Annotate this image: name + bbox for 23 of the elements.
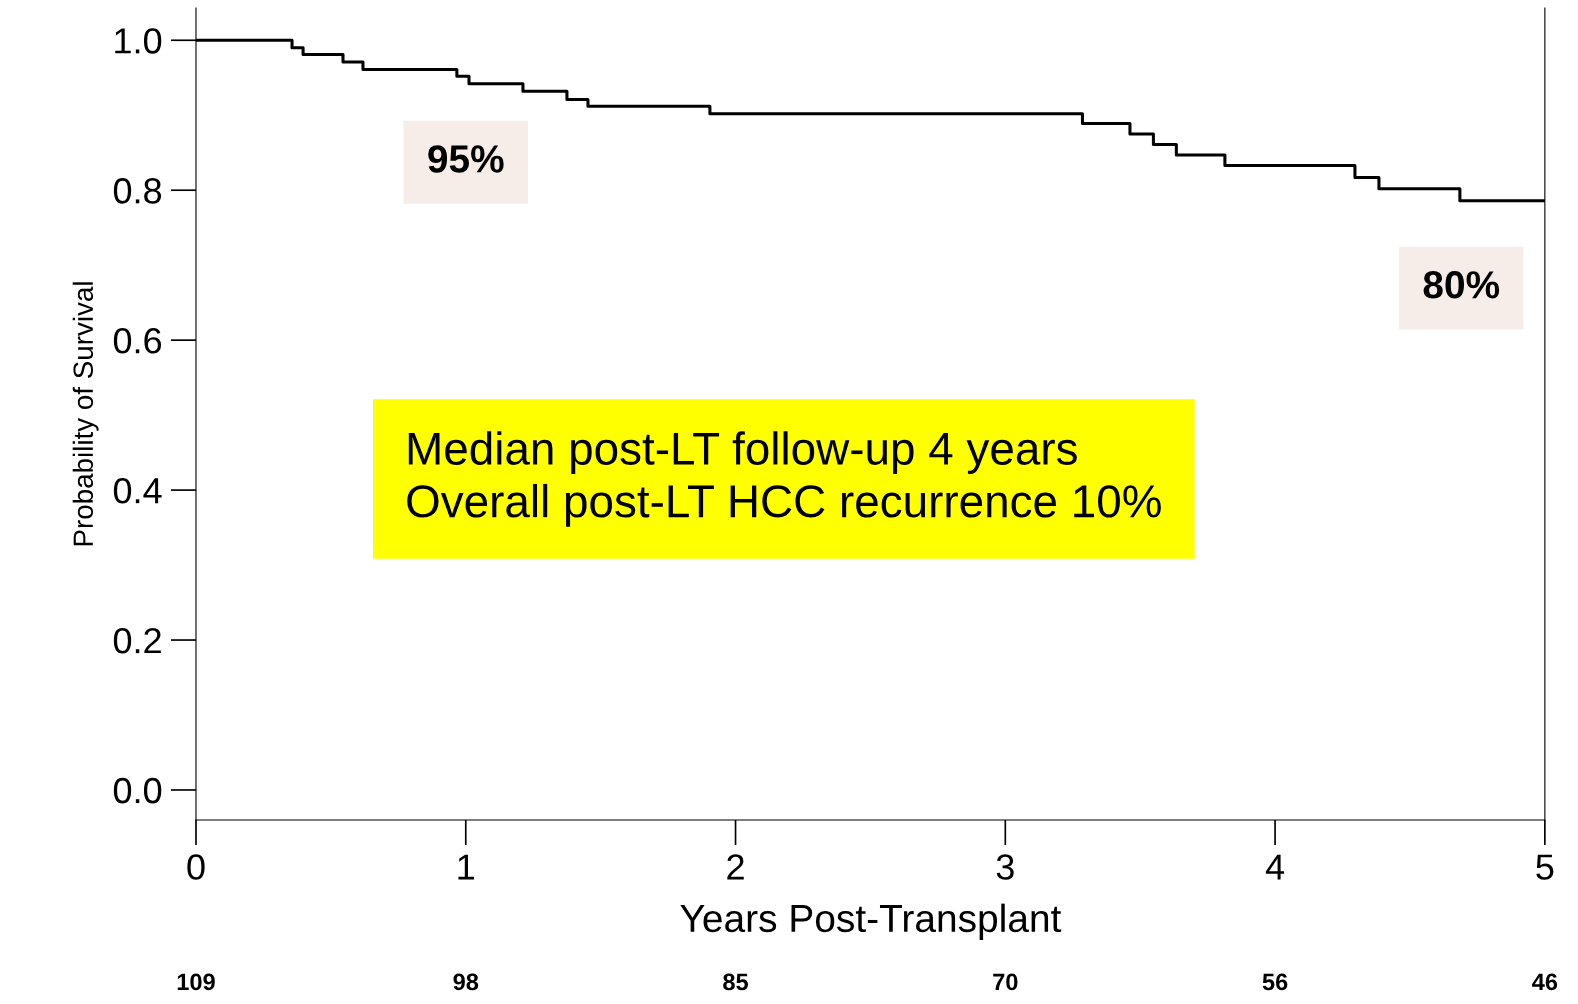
x-tick-label: 3 — [996, 854, 1014, 880]
text: 98 — [453, 973, 479, 991]
x-tick-label: 0 — [187, 854, 205, 880]
y-tick-label: 1.0 — [115, 28, 162, 54]
y-tick-label: 0.4 — [113, 477, 162, 504]
x-tick-label: 1 — [458, 854, 475, 880]
x-tick-label: 5 — [1536, 854, 1554, 880]
text: 56 — [1262, 973, 1288, 991]
x-tick-label: 4 — [1265, 854, 1285, 880]
text: 46 — [1532, 973, 1558, 991]
y-tick-label: 0.8 — [113, 178, 162, 204]
y-tick-label: 0.2 — [113, 627, 161, 654]
text: 70 — [993, 973, 1018, 991]
text: 109 — [177, 973, 215, 991]
y-axis-title: Probability of Survival — [72, 282, 99, 546]
annotation: Median post-LT follow-up 4 years Overall post-LT HCC recurrence 10% — [407, 431, 1161, 527]
annotation: 95% — [428, 145, 504, 173]
x-tick-label: 2 — [727, 854, 744, 880]
text: 85 — [723, 973, 749, 991]
x-axis-title: Years Post-Transplant — [680, 903, 1062, 940]
y-tick-label: 0.0 — [113, 777, 162, 804]
y-tick-label: 0.6 — [113, 328, 162, 354]
annotation: 80% — [1423, 271, 1500, 299]
